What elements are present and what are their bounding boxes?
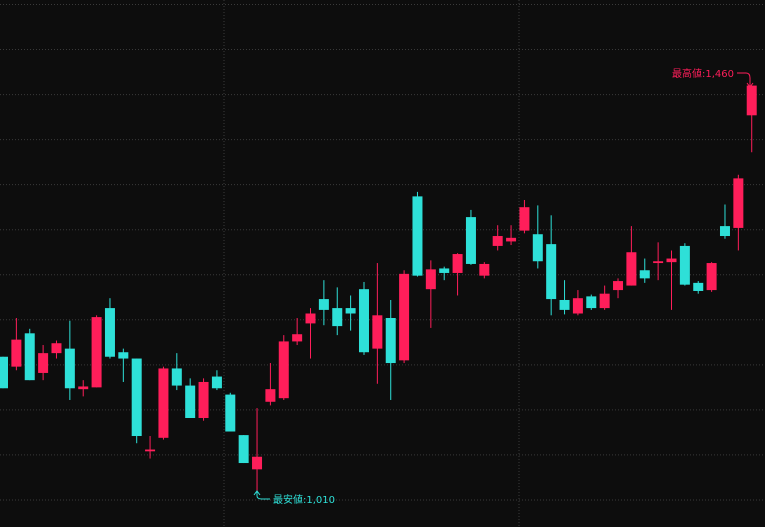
candle-body [613, 281, 624, 291]
candle-body [532, 234, 543, 262]
candle-body [679, 245, 690, 285]
candle-body [345, 308, 356, 314]
candle-body [265, 389, 276, 402]
candle-body [78, 386, 89, 390]
candle-body [653, 261, 664, 264]
candle-body [693, 282, 704, 291]
candle-body [626, 252, 637, 286]
candle-body [706, 263, 717, 291]
candle-body [559, 299, 570, 310]
candle-body [118, 352, 129, 359]
candle-body [332, 308, 343, 327]
candle-body [719, 226, 730, 237]
candle-body [519, 207, 530, 231]
candle-body [292, 334, 303, 342]
candle-body [399, 273, 410, 361]
candle-body [492, 236, 503, 246]
candle-body [51, 343, 62, 354]
candle-body [104, 308, 115, 357]
candle-body [225, 394, 236, 432]
candle-body [385, 318, 396, 364]
candle-body [358, 289, 369, 353]
candle-body [479, 263, 490, 276]
candle-body [439, 268, 450, 273]
candle-body [599, 293, 610, 309]
candle-body [412, 196, 423, 276]
candle-body [171, 368, 182, 386]
high-arrow [737, 72, 751, 86]
candle-body [452, 254, 463, 273]
candle-body [185, 385, 196, 418]
candle-body [639, 270, 650, 279]
low-arrow [256, 492, 270, 500]
candle-body [318, 299, 329, 310]
low-arrowhead [253, 490, 261, 496]
candle-body [372, 315, 383, 349]
candle-body [546, 244, 557, 300]
candle-body [158, 368, 169, 438]
candle-body [666, 258, 677, 263]
high-annotation: 最高値:1,460 [672, 67, 734, 80]
candle-body [211, 376, 222, 389]
candle-body [38, 353, 49, 373]
candle-body [278, 341, 289, 399]
candle-body [305, 313, 316, 324]
candle-body [91, 317, 102, 388]
candle-body [64, 348, 75, 389]
candle-body [506, 237, 517, 242]
candle-body [0, 356, 8, 389]
candle-body [733, 178, 744, 228]
high-arrowhead [746, 82, 754, 88]
low-annotation: 最安値:1,010 [273, 493, 335, 506]
candle-body [586, 296, 597, 309]
candle-body [145, 449, 156, 452]
candle-body [572, 298, 583, 314]
candle-body [252, 456, 263, 470]
candle-body [238, 435, 249, 464]
candle-body [11, 339, 22, 367]
candle-body [131, 358, 142, 437]
candle-body [425, 269, 436, 290]
candle-body [198, 381, 209, 418]
candle-body [465, 217, 476, 264]
candle-body [24, 333, 35, 381]
candle-body [746, 85, 757, 116]
